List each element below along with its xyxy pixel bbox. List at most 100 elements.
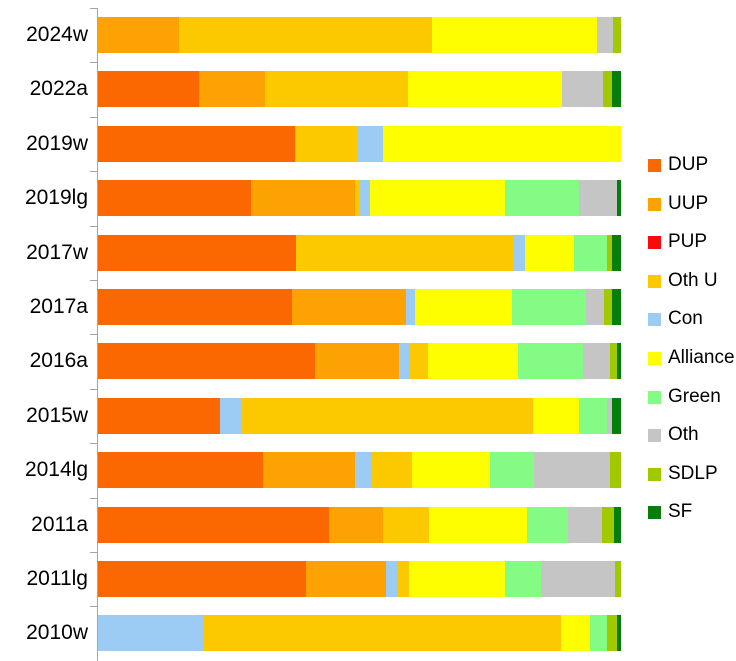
category-label-2014lg: 2014lg: [24, 458, 88, 481]
bar-segment-alliance: [383, 126, 621, 162]
bar-segment-con: [398, 343, 409, 379]
bar-track-2022a: [98, 71, 621, 107]
bar-segment-alliance: [428, 507, 527, 543]
bar-segment-con: [359, 180, 371, 216]
bar-segment-con: [98, 615, 204, 651]
category-label-2017a: 2017a: [29, 295, 88, 318]
bar-segment-dup: [98, 398, 220, 434]
legend-item-green: Green: [648, 386, 721, 407]
axis-tick: [90, 62, 97, 63]
legend-swatch-oth: [648, 428, 661, 442]
bar-track-2011a: [98, 507, 621, 543]
bar-segment-alliance: [411, 452, 491, 488]
legend-label-oth: Oth: [668, 424, 699, 445]
bar-segment-green: [512, 289, 587, 325]
bar-segment-sdlp: [606, 235, 613, 271]
category-label-2019w: 2019w: [26, 132, 88, 155]
legend-label-green: Green: [668, 386, 721, 407]
legend-item-alliance: Alliance: [648, 347, 735, 368]
legend-label-alliance: Alliance: [668, 347, 735, 368]
bar-segment-sf: [612, 71, 621, 107]
bar-segment-dup: [98, 507, 330, 543]
bar-track-2017a: [98, 289, 621, 325]
bar-segment-green: [578, 398, 607, 434]
bar-segment-uup: [292, 289, 406, 325]
bar-segment-oth: [541, 561, 615, 597]
axis-tick: [90, 334, 97, 335]
bar-segment-green: [589, 615, 607, 651]
legend-label-sdlp: SDLP: [668, 463, 718, 484]
category-label-2016a: 2016a: [29, 349, 88, 372]
bar-segment-uup: [198, 71, 265, 107]
category-label-2011a: 2011a: [31, 513, 88, 536]
bar-segment-oth-u: [203, 615, 562, 651]
bar-segment-oth: [568, 507, 603, 543]
bar-segment-oth: [533, 452, 610, 488]
bar-segment-dup: [98, 289, 293, 325]
category-label-2010w: 2010w: [26, 621, 88, 644]
bar-segment-sdlp: [603, 71, 613, 107]
legend-item-pup: PUP: [648, 231, 708, 252]
legend-item-oth: Oth: [648, 424, 699, 445]
category-label-2024w: 2024w: [26, 23, 88, 46]
bar-segment-sf: [614, 507, 621, 543]
legend-item-con: Con: [648, 308, 703, 329]
bar-segment-sdlp: [609, 452, 621, 488]
bar-segment-uup: [250, 180, 356, 216]
bar-segment-oth: [586, 289, 604, 325]
bar-segment-alliance: [408, 561, 506, 597]
legend-label-sf: SF: [668, 501, 693, 522]
bar-segment-oth-u: [355, 180, 360, 216]
bar-segment-uup: [306, 561, 386, 597]
category-label-2017w: 2017w: [26, 241, 88, 264]
axis-tick: [90, 606, 97, 607]
legend-swatch-alliance: [648, 351, 661, 365]
bar-segment-green: [517, 343, 584, 379]
axis-tick: [90, 117, 97, 118]
bar-segment-con: [355, 452, 372, 488]
legend-swatch-dup: [648, 158, 661, 172]
axis-tick: [90, 443, 97, 444]
bar-segment-alliance: [428, 343, 518, 379]
legend-item-uup: UUP: [648, 193, 709, 214]
bar-segment-dup: [98, 452, 263, 488]
legend-item-sdlp: SDLP: [648, 463, 718, 484]
bar-segment-sdlp: [612, 17, 621, 53]
bar-segment-green: [574, 235, 607, 271]
bar-segment-alliance: [415, 289, 513, 325]
legend-item-sf: SF: [648, 501, 693, 522]
bar-segment-uup: [315, 343, 399, 379]
bar-segment-uup: [262, 452, 356, 488]
bar-segment-sf: [616, 180, 621, 216]
bar-segment-green: [490, 452, 534, 488]
legend-swatch-oth-u: [648, 274, 661, 288]
bar-segment-green: [505, 180, 579, 216]
bar-track-2024w: [98, 17, 621, 53]
bar-segment-dup: [98, 561, 307, 597]
bar-segment-oth: [578, 180, 617, 216]
bar-segment-dup: [98, 343, 316, 379]
legend-label-pup: PUP: [668, 231, 708, 252]
bar-segment-oth-u: [382, 507, 429, 543]
bar-track-2011lg: [98, 561, 621, 597]
legend-label-oth-u: Oth U: [668, 270, 718, 291]
bar-track-2016a: [98, 343, 621, 379]
y-axis-line: [97, 8, 98, 661]
bar-segment-green: [505, 561, 542, 597]
legend-swatch-pup: [648, 235, 661, 249]
bar-segment-con: [385, 561, 398, 597]
bar-segment-alliance: [407, 71, 563, 107]
axis-tick: [90, 498, 97, 499]
bar-segment-con: [405, 289, 416, 325]
bar-segment-oth: [583, 343, 611, 379]
axis-tick: [90, 171, 97, 172]
bar-segment-dup: [98, 126, 296, 162]
bar-track-2019w: [98, 126, 621, 162]
bar-segment-oth-u: [408, 343, 429, 379]
axis-tick: [90, 389, 97, 390]
bar-segment-oth-u: [179, 17, 432, 53]
axis-tick: [90, 226, 97, 227]
legend-label-uup: UUP: [668, 193, 709, 214]
category-label-2019lg: 2019lg: [24, 186, 88, 209]
legend-label-dup: DUP: [668, 154, 709, 175]
